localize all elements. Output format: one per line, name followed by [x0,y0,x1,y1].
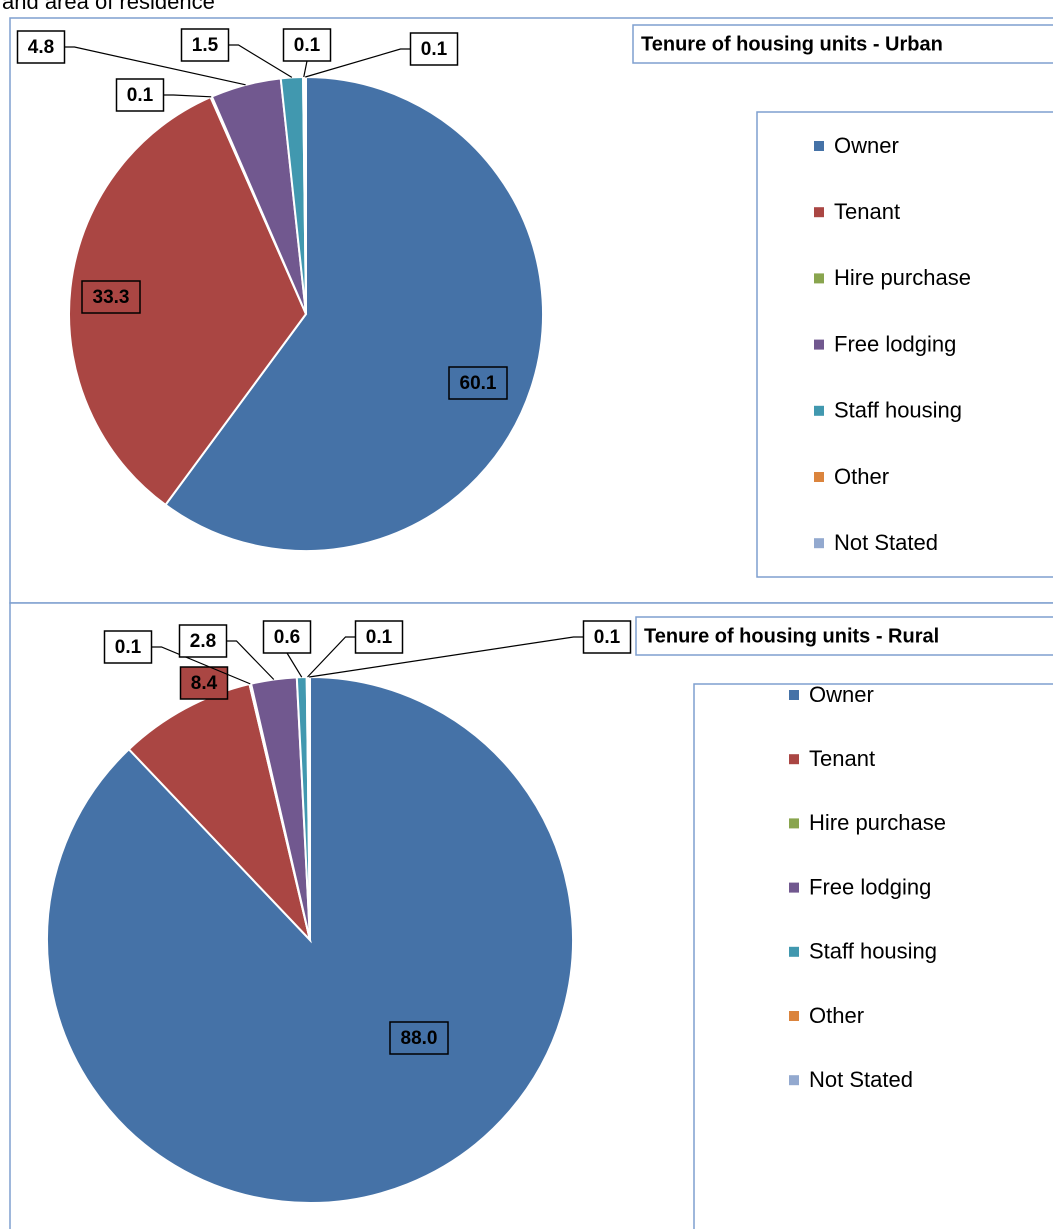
data-label-box [262,620,312,654]
legend-label: Tenant [809,746,875,771]
legend-swatch [789,1075,799,1086]
legend-label: Other [809,1003,864,1028]
data-label: 0.1 [594,627,621,648]
leader-line [228,44,293,78]
page-caption: and area of residence [2,0,215,14]
pie-slice [46,675,574,1204]
legend-swatch [814,273,824,284]
leader-line [309,636,584,678]
data-label-box [115,78,165,112]
data-label-box [16,30,66,64]
leader-line [64,46,246,86]
leader-line [163,94,212,98]
data-label: 33.3 [93,287,130,308]
chart-title: Tenure of housing units - Urban [641,33,943,55]
data-label-box [582,620,632,654]
leader-line [226,640,275,680]
legend-swatch [814,472,824,482]
data-label-box [282,28,332,62]
leader-line [303,60,308,78]
legend-swatch [789,754,799,765]
legend-box [693,683,1053,1229]
legend-label: Tenant [834,199,900,224]
data-label-box [178,624,228,658]
legend-swatch [789,946,799,957]
legend-label: Hire purchase [809,810,946,835]
legend-swatch [814,339,824,350]
legend-label: Staff housing [834,398,962,423]
data-label: 1.5 [192,35,219,56]
data-label-box [180,28,230,62]
pie-slice [68,95,308,507]
data-label: 0.6 [274,627,300,648]
data-label-box [179,666,229,700]
data-label: 60.1 [460,373,497,394]
data-label: 0.1 [115,637,142,658]
legend-label: Other [834,464,889,489]
legend-label: Owner [809,682,874,707]
title-box [635,616,1053,656]
data-label-box [409,32,459,66]
leader-line [305,48,411,78]
leader-line [286,652,303,678]
data-label-box [354,620,404,654]
data-label: 0.1 [421,39,448,60]
title-box [632,24,1053,64]
data-label: 88.0 [401,1028,438,1049]
legend-label: Staff housing [809,939,937,964]
leader-line [151,646,251,685]
data-label-box [81,280,141,314]
data-label-box [103,630,153,664]
legend-label: Not Stated [809,1067,913,1092]
legend-swatch [814,405,824,416]
legend-swatch [814,538,824,549]
legend-swatch [789,1011,799,1021]
data-label: 2.8 [190,631,216,652]
legend-swatch [789,882,799,893]
legend-label: Free lodging [809,874,931,899]
chart-title: Tenure of housing units - Rural [644,625,939,647]
data-label: 4.8 [28,37,54,58]
legend-box [756,111,1053,578]
data-label: 0.1 [366,627,393,648]
leader-line [307,636,356,678]
legend-label: Owner [834,133,899,158]
pie-slice [164,75,544,552]
data-label-box [389,1021,449,1055]
data-label-box [448,366,508,400]
data-label: 8.4 [191,673,218,694]
legend-label: Hire purchase [834,265,971,290]
data-label: 0.1 [294,35,321,56]
legend-swatch [789,690,799,700]
legend-label: Not Stated [834,530,938,555]
pie-slice [127,682,312,944]
data-label: 0.1 [127,85,154,106]
legend-swatch [814,141,824,151]
legend-label: Free lodging [834,331,956,356]
legend-swatch [814,207,824,218]
legend-swatch [789,818,799,829]
